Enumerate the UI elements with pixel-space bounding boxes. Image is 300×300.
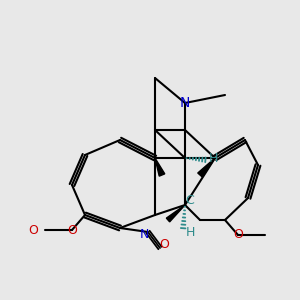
Polygon shape bbox=[166, 205, 185, 222]
Polygon shape bbox=[198, 158, 215, 177]
Text: N: N bbox=[180, 96, 190, 110]
Text: H: H bbox=[208, 152, 218, 166]
Text: H: H bbox=[185, 226, 195, 239]
Polygon shape bbox=[155, 158, 165, 176]
Text: C: C bbox=[186, 194, 194, 206]
Text: O: O bbox=[67, 224, 77, 236]
Text: O: O bbox=[159, 238, 169, 251]
Text: O: O bbox=[28, 224, 38, 236]
Text: O: O bbox=[233, 229, 243, 242]
Text: N: N bbox=[139, 229, 149, 242]
